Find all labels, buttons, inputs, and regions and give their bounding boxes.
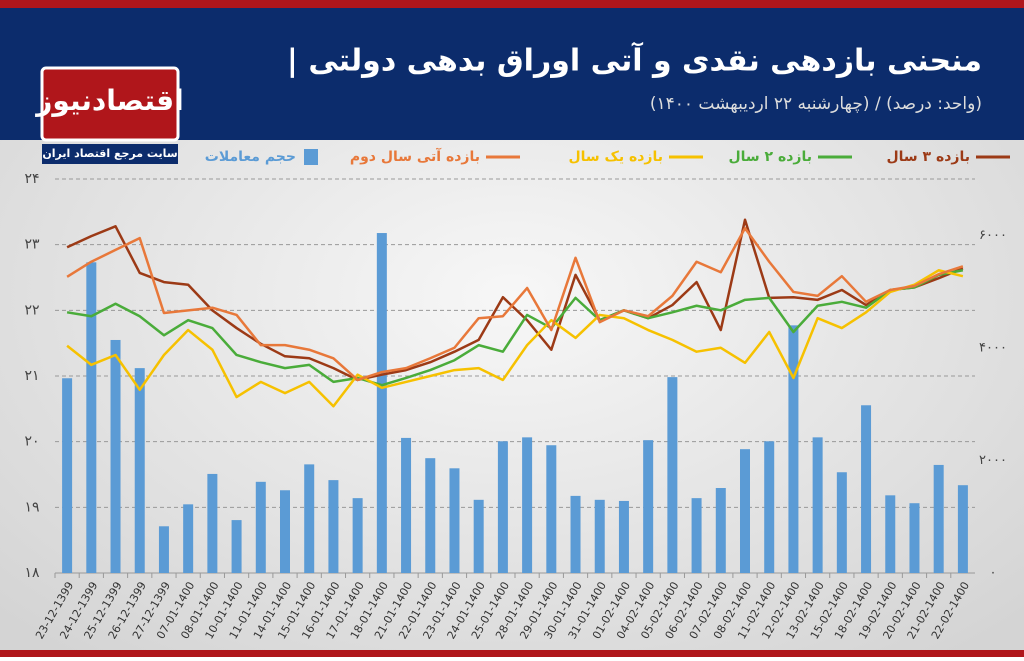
bar <box>376 233 387 573</box>
bar <box>885 495 896 573</box>
chart-title: | منحنی بازدهی نقدی و آتی اوراق بدهی دول… <box>287 42 982 79</box>
line-series <box>66 218 964 382</box>
y2-tick-label: ۰ <box>990 566 997 581</box>
y-tick-label: ۱۹ <box>24 499 39 515</box>
bar <box>594 499 605 573</box>
y2-tick-label: ۲۰۰۰ <box>979 453 1007 468</box>
bar <box>957 485 968 573</box>
bar <box>497 441 508 573</box>
bar <box>449 468 460 573</box>
logo: اقتصادنیوز <box>34 84 183 117</box>
bar <box>933 464 944 573</box>
y-tick-label: ۲۳ <box>24 237 40 253</box>
top-stripe <box>0 0 1024 8</box>
y-tick-label: ۱۸ <box>24 565 40 581</box>
bar <box>570 495 581 573</box>
bar <box>643 440 654 573</box>
bar <box>401 437 412 573</box>
legend-label: بازده ۲ سال <box>729 149 813 165</box>
bar <box>691 498 702 573</box>
legend-label: بازده آتی سال دوم <box>350 147 480 165</box>
chart-subtitle: (چهارشنبه ۲۲ اردیبهشت ۱۴۰۰) / (واحد: درص… <box>650 94 982 114</box>
bar <box>522 437 533 573</box>
bar <box>304 464 315 573</box>
y-tick-label: ۲۱ <box>24 368 39 384</box>
bar <box>280 490 290 573</box>
legend-label: بازده ۳ سال <box>887 149 971 165</box>
bar <box>110 339 121 573</box>
bar <box>207 473 218 573</box>
bar <box>861 405 872 573</box>
bottom-stripe <box>0 650 1024 657</box>
bar <box>715 488 726 573</box>
bar <box>788 325 799 573</box>
logo-caption-box <box>42 144 178 164</box>
legend-label: بازده یک سال <box>568 149 663 165</box>
line-series <box>66 227 964 382</box>
bar <box>473 499 484 573</box>
bar <box>62 378 73 573</box>
line-series <box>66 269 964 408</box>
legend: بازده ۳ سال بازده ۲ سال بازده یک سال بازده … <box>205 147 1010 165</box>
bar <box>812 437 823 573</box>
bar <box>134 368 145 573</box>
bar <box>352 498 363 573</box>
bar <box>425 458 436 573</box>
logo-caption: سایت مرجع اقتصاد ایران <box>42 147 177 160</box>
bar <box>836 472 847 573</box>
legend-label: حجم معاملات <box>205 149 296 165</box>
bar <box>328 480 339 573</box>
bar <box>158 526 169 573</box>
y-tick-label: ۲۲ <box>24 302 39 318</box>
y-tick-label: ۲۴ <box>24 171 39 187</box>
bar <box>618 500 629 573</box>
bar <box>764 441 775 573</box>
bar <box>909 503 920 573</box>
bar <box>255 481 266 573</box>
y2-tick-label: ۶۰۰۰ <box>979 228 1007 243</box>
legend-swatch <box>304 149 318 165</box>
bar <box>740 449 750 573</box>
bar <box>231 520 242 573</box>
line-series <box>66 269 964 387</box>
bar <box>86 262 97 573</box>
bar <box>546 445 557 573</box>
y-tick-label: ۲۰ <box>24 434 39 450</box>
bar <box>183 504 194 573</box>
logo-box <box>40 66 180 142</box>
bar <box>667 377 678 573</box>
y2-tick-label: ۴۰۰۰ <box>979 340 1007 355</box>
